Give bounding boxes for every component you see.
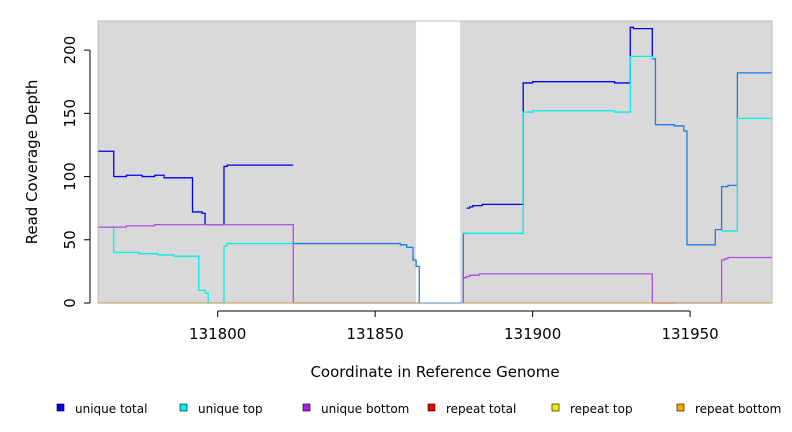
legend-swatch-unique-bottom <box>302 403 311 412</box>
legend-swatch-unique-top <box>179 403 188 412</box>
legend-swatch-unique-total <box>56 403 65 412</box>
legend-label-unique-top: unique top <box>198 402 263 416</box>
y-tick-label: 100 <box>61 162 79 191</box>
y-tick-label: 50 <box>61 230 79 249</box>
y-tick-label: 0 <box>61 298 79 308</box>
x-axis-title: Coordinate in Reference Genome <box>310 363 559 381</box>
series-line-unique-total-2 <box>466 26 653 209</box>
legend-label-repeat-bottom: repeat bottom <box>695 402 781 416</box>
series-line-unique-bottom-7 <box>98 223 420 304</box>
x-tick-label: 131950 <box>661 325 718 343</box>
tick-layer: 0 50 100 150 200 131800 131850 131900 131950 <box>61 36 719 343</box>
y-axis-title: Read Coverage Depth <box>23 80 41 245</box>
y-tick-label: 150 <box>61 99 79 128</box>
legend-swatch-repeat-top <box>551 403 560 412</box>
plot-frame <box>97 20 773 304</box>
y-tick-label: 200 <box>61 36 79 65</box>
legend-label-repeat-total: repeat total <box>446 402 516 416</box>
legend-swatch-repeat-total <box>427 403 436 412</box>
series-line-unique-top-5 <box>463 55 653 235</box>
x-tick-label: 131850 <box>347 325 404 343</box>
series-line-unique-top-6 <box>721 117 772 232</box>
legend-label-unique-total: unique total <box>75 402 147 416</box>
legend: unique total unique top unique bottom repea… <box>56 402 781 416</box>
x-tick-label: 131800 <box>189 325 246 343</box>
gap-region <box>416 21 461 303</box>
series-line-unique-total-3 <box>652 58 772 246</box>
legend-label-repeat-top: repeat top <box>570 402 633 416</box>
series-line-unique-top-4 <box>98 226 294 304</box>
x-tick-label: 131900 <box>504 325 561 343</box>
legend-swatch-repeat-bottom <box>676 403 685 412</box>
legend-label-unique-bottom: unique bottom <box>321 402 409 416</box>
series-line-unique-total-0 <box>98 150 294 226</box>
series-line-unique-bottom-8 <box>462 256 772 304</box>
